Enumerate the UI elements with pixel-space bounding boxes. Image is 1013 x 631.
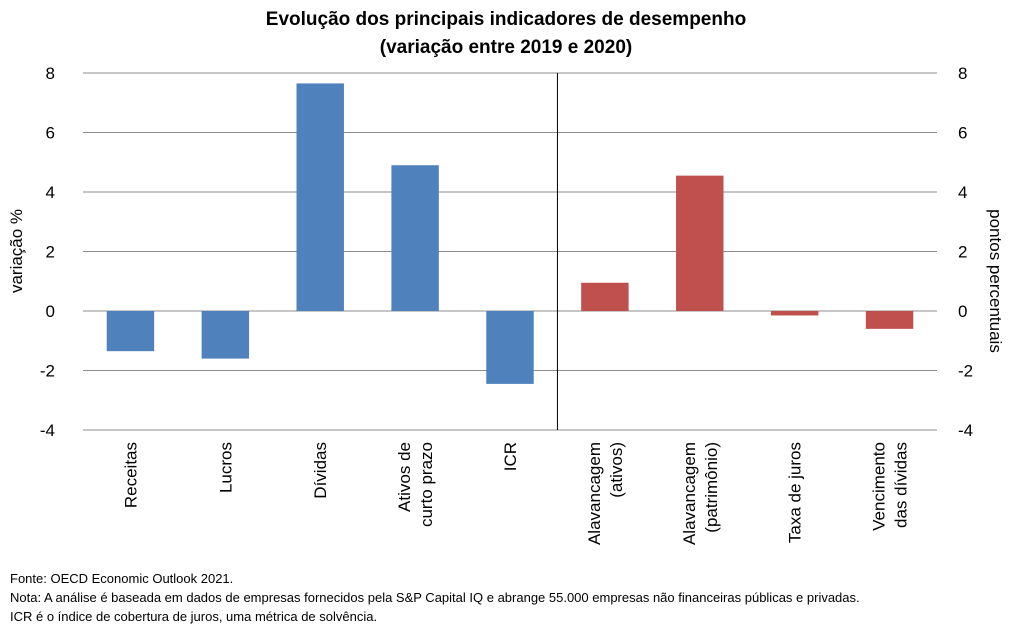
tick-label-left: 4: [46, 183, 55, 202]
tick-label-left: 6: [46, 124, 55, 143]
category-label: Taxa de juros: [786, 442, 805, 543]
bar: [865, 311, 914, 329]
chart-title: Evolução dos principais indicadores de d…: [266, 9, 746, 58]
tick-label-right: -4: [958, 421, 973, 440]
bar: [296, 83, 344, 311]
tick-label-right: 4: [958, 183, 967, 202]
tick-label-right: -2: [958, 362, 973, 381]
tick-label-left: -4: [40, 421, 55, 440]
bars: [106, 83, 914, 384]
chart-notes: Fonte: OECD Economic Outlook 2021. Nota:…: [10, 569, 1005, 626]
tick-label-right: 6: [958, 124, 967, 143]
y-axis-label-right: pontos percentuais: [986, 209, 1005, 353]
bar: [581, 282, 629, 311]
chart-title-line: (variação entre 2019 e 2020): [380, 37, 632, 58]
bar: [486, 311, 534, 384]
tick-label-left: 2: [46, 243, 55, 262]
category-label: Ativos de: [395, 442, 414, 512]
methodology-note: Nota: A análise é baseada em dados de em…: [10, 590, 860, 605]
left-axis-ticks: -4 -2 0 2 4 6 8: [40, 64, 55, 440]
category-label: Receitas: [121, 442, 140, 508]
bar: [676, 175, 724, 311]
bar: [391, 165, 439, 311]
right-axis-ticks: -4 -2 0 2 4 6 8: [958, 64, 973, 440]
y-axis-label-left: variação %: [7, 209, 26, 293]
chart-title-line: Evolução dos principais indicadores de d…: [266, 9, 746, 30]
category-label: Alavancagem: [680, 442, 699, 545]
bar: [106, 311, 155, 352]
tick-label-right: 0: [958, 302, 967, 321]
category-labels: Receitas Lucros Dívidas Ativos de curto praz…: [121, 442, 910, 545]
tick-label-left: 0: [46, 302, 55, 321]
category-label: Vencimento: [870, 442, 889, 531]
category-label: ICR: [501, 442, 520, 471]
tick-label-left: -2: [40, 362, 55, 381]
tick-label-right: 2: [958, 243, 967, 262]
tick-label-right: 8: [958, 64, 967, 83]
category-label: curto prazo: [417, 442, 436, 527]
source-note: Fonte: OECD Economic Outlook 2021.: [10, 571, 234, 586]
category-label: Dívidas: [311, 442, 330, 499]
category-label: (patrimônio): [702, 442, 721, 533]
category-label: Lucros: [216, 442, 235, 493]
bar: [770, 311, 819, 316]
category-label: (ativos): [607, 442, 626, 498]
icr-note: ICR é o índice de cobertura de juros, um…: [10, 609, 378, 624]
category-label: das dívidas: [892, 442, 911, 528]
category-label: Alavancagem: [585, 442, 604, 545]
bar: [201, 311, 250, 359]
tick-label-left: 8: [46, 64, 55, 83]
bar-chart: Evolução dos principais indicadores de d…: [7, 9, 1005, 545]
